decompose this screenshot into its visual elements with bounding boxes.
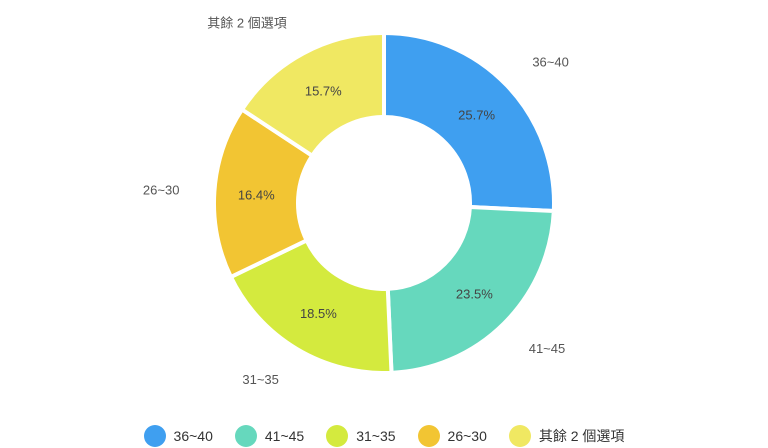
slice-1[interactable] bbox=[385, 205, 556, 375]
percentage-labels: 25.7% 23.5% 18.5% 16.4% 15.7% bbox=[238, 83, 496, 321]
slice-value-label-3: 16.4% bbox=[238, 188, 275, 203]
legend-item-4[interactable]: 其餘 2 個選項 bbox=[508, 425, 625, 447]
slice-2[interactable] bbox=[228, 238, 394, 375]
slice-category-label-2: 31~35 bbox=[242, 372, 279, 387]
legend-item-3[interactable]: 26~30 bbox=[417, 425, 487, 447]
slice-0[interactable] bbox=[382, 31, 556, 214]
legend: 36~40 41~45 31~35 26~30 其餘 2 個選項 bbox=[0, 424, 768, 448]
legend-swatch-4 bbox=[508, 425, 531, 447]
slice-category-label-0: 36~40 bbox=[532, 55, 569, 70]
legend-label-4: 其餘 2 個選項 bbox=[538, 428, 625, 444]
category-labels: 36~40 41~45 31~35 26~30 其餘 2 個選項 bbox=[143, 16, 569, 387]
slice-value-label-2: 18.5% bbox=[300, 306, 337, 321]
slices bbox=[212, 31, 556, 375]
legend-label-2: 31~35 bbox=[356, 428, 396, 444]
slice-category-label-3: 26~30 bbox=[143, 182, 180, 197]
donut-chart: 25.7% 23.5% 18.5% 16.4% 15.7% 36~40 41~45 31~3… bbox=[143, 16, 569, 387]
slice-3[interactable] bbox=[212, 107, 315, 279]
legend-item-0[interactable]: 36~40 bbox=[143, 425, 213, 447]
slice-category-label-4: 其餘 2 個選項 bbox=[207, 16, 286, 31]
legend-label-1: 41~45 bbox=[264, 428, 305, 444]
legend-label-0: 36~40 bbox=[173, 428, 213, 444]
slice-value-label-0: 25.7% bbox=[458, 108, 495, 123]
legend-item-1[interactable]: 41~45 bbox=[234, 425, 305, 447]
slice-4[interactable] bbox=[240, 31, 386, 158]
legend-item-2[interactable]: 31~35 bbox=[326, 425, 396, 447]
legend-swatch-1 bbox=[234, 425, 257, 447]
slice-value-label-4: 15.7% bbox=[305, 83, 342, 98]
slice-category-label-1: 41~45 bbox=[529, 341, 566, 356]
legend-swatch-3 bbox=[417, 425, 440, 447]
legend-label-3: 26~30 bbox=[447, 428, 487, 444]
legend-swatch-0 bbox=[143, 425, 166, 447]
legend-swatch-2 bbox=[326, 425, 349, 447]
slice-value-label-1: 23.5% bbox=[456, 287, 493, 302]
